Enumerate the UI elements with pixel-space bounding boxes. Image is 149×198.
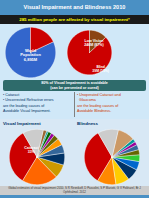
svg-text:Cataract33%: Cataract33% xyxy=(24,146,39,154)
html-text:285 million people are affecte: 285 million people are affected by visua… xyxy=(19,17,130,22)
svg-text:Low Vision246M (87%): Low Vision246M (87%) xyxy=(84,39,104,47)
html-text:Blindness: Blindness xyxy=(77,121,98,126)
html-text:80% of Visual Impairment is av: 80% of Visual Impairment is avoidable (c… xyxy=(41,80,108,90)
html-text:• Unoperated Cataract and Glau: • Unoperated Cataract and Glaucoma are t… xyxy=(77,93,121,114)
svg-text:WorldPopulation6,895M: WorldPopulation6,895M xyxy=(20,48,41,61)
html-text:Visual Impairment and Blindnes: Visual Impairment and Blindness 2010 xyxy=(23,4,126,10)
svg-text:Blind39M (13%): Blind39M (13%) xyxy=(92,65,109,73)
html-text:• Cataract • Uncorrected Refra: • Cataract • Uncorrected Refractive erro… xyxy=(3,93,54,114)
html-text:Visual Impairment: Visual Impairment xyxy=(3,121,41,126)
html-text:Global estimates of visual imp: Global estimates of visual impairment 20… xyxy=(8,186,141,194)
